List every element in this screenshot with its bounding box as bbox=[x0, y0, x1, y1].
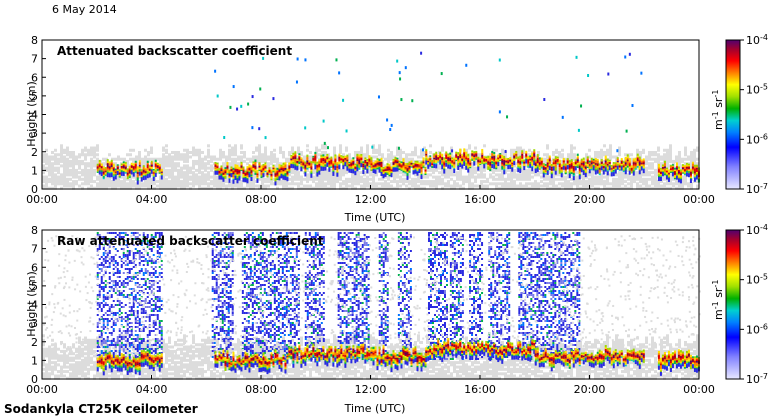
y-tick-label: 3 bbox=[31, 317, 38, 330]
panel-1-title: Attenuated backscatter coefficient bbox=[57, 44, 292, 58]
x-tick-label: 00:00 bbox=[683, 383, 715, 396]
y-axis-label-2: Height (km) bbox=[25, 271, 38, 337]
y-tick-label: 8 bbox=[31, 224, 38, 237]
y-axis-label-1: Height (km) bbox=[25, 81, 38, 147]
colorbar-tick-label: 10-4 bbox=[746, 223, 768, 237]
heatmap-1 bbox=[42, 51, 700, 190]
x-tick-label: 16:00 bbox=[464, 383, 496, 396]
heatmap-2 bbox=[42, 232, 701, 380]
x-tick-label: 04:00 bbox=[136, 193, 168, 206]
y-tick-label: 2 bbox=[31, 146, 38, 159]
panel-2-title: Raw attenuated backscatter coefficient bbox=[57, 234, 324, 248]
colorbar-tick-label: 10-5 bbox=[746, 273, 768, 287]
y-tick-label: 8 bbox=[31, 34, 38, 47]
colorbar-tick-label: 10-7 bbox=[746, 372, 768, 386]
x-tick-label: 00:00 bbox=[683, 193, 715, 206]
y-tick-label: 0 bbox=[31, 183, 38, 196]
x-tick-label: 20:00 bbox=[574, 383, 606, 396]
x-tick-label: 16:00 bbox=[464, 193, 496, 206]
y-tick-label: 0 bbox=[31, 373, 38, 386]
y-tick-label: 2 bbox=[31, 336, 38, 349]
y-tick-label: 6 bbox=[31, 71, 38, 84]
y-tick-label: 5 bbox=[31, 280, 38, 293]
x-tick-label: 04:00 bbox=[136, 383, 168, 396]
colorbar-tick-label: 10-4 bbox=[746, 33, 768, 47]
y-tick-label: 1 bbox=[31, 354, 38, 367]
y-tick-label: 3 bbox=[31, 127, 38, 140]
date-label: 6 May 2014 bbox=[52, 3, 117, 16]
panel-2: 00:00 04:00 08:00 12:00 16:00 20:00 00:0001234… bbox=[25, 223, 768, 415]
colorbar-tick-label: 10-6 bbox=[746, 322, 768, 336]
colorbar-1: 10-4 10-5 10-6 10-7 m-1 sr-1 bbox=[711, 33, 768, 196]
instrument-footer: Sodankyla CT25K ceilometer bbox=[4, 402, 198, 416]
x-tick-label: 20:00 bbox=[574, 193, 606, 206]
y-tick-label: 4 bbox=[31, 109, 38, 122]
x-axis-label-2: Time (UTC) bbox=[344, 402, 406, 415]
x-axis-label-1: Time (UTC) bbox=[344, 211, 406, 224]
x-tick-label: 12:00 bbox=[355, 383, 387, 396]
x-tick-label: 12:00 bbox=[355, 193, 387, 206]
y-tick-label: 1 bbox=[31, 164, 38, 177]
x-tick-label: 00:00 bbox=[26, 383, 58, 396]
x-tick-label: 08:00 bbox=[245, 193, 277, 206]
colorbar-2-unit: m-1 sr-1 bbox=[711, 280, 725, 320]
y-tick-label: 7 bbox=[31, 243, 38, 256]
colorbar-tick-label: 10-6 bbox=[746, 132, 768, 146]
panel-1: 00:00 04:00 08:00 12:00 16:00 20:00 00:0001234… bbox=[25, 33, 768, 224]
x-tick-label: 00:00 bbox=[26, 193, 58, 206]
y-tick-label: 6 bbox=[31, 261, 38, 274]
colorbar-tick-label: 10-7 bbox=[746, 182, 768, 196]
colorbar-2: 10-4 10-5 10-6 10-7 m-1 sr-1 bbox=[711, 223, 768, 386]
y-tick-label: 4 bbox=[31, 299, 38, 312]
colorbar-1-unit: m-1 sr-1 bbox=[711, 90, 725, 130]
x-tick-label: 08:00 bbox=[245, 383, 277, 396]
y-tick-label: 7 bbox=[31, 53, 38, 66]
y-tick-label: 5 bbox=[31, 90, 38, 103]
colorbar-tick-label: 10-5 bbox=[746, 83, 768, 97]
